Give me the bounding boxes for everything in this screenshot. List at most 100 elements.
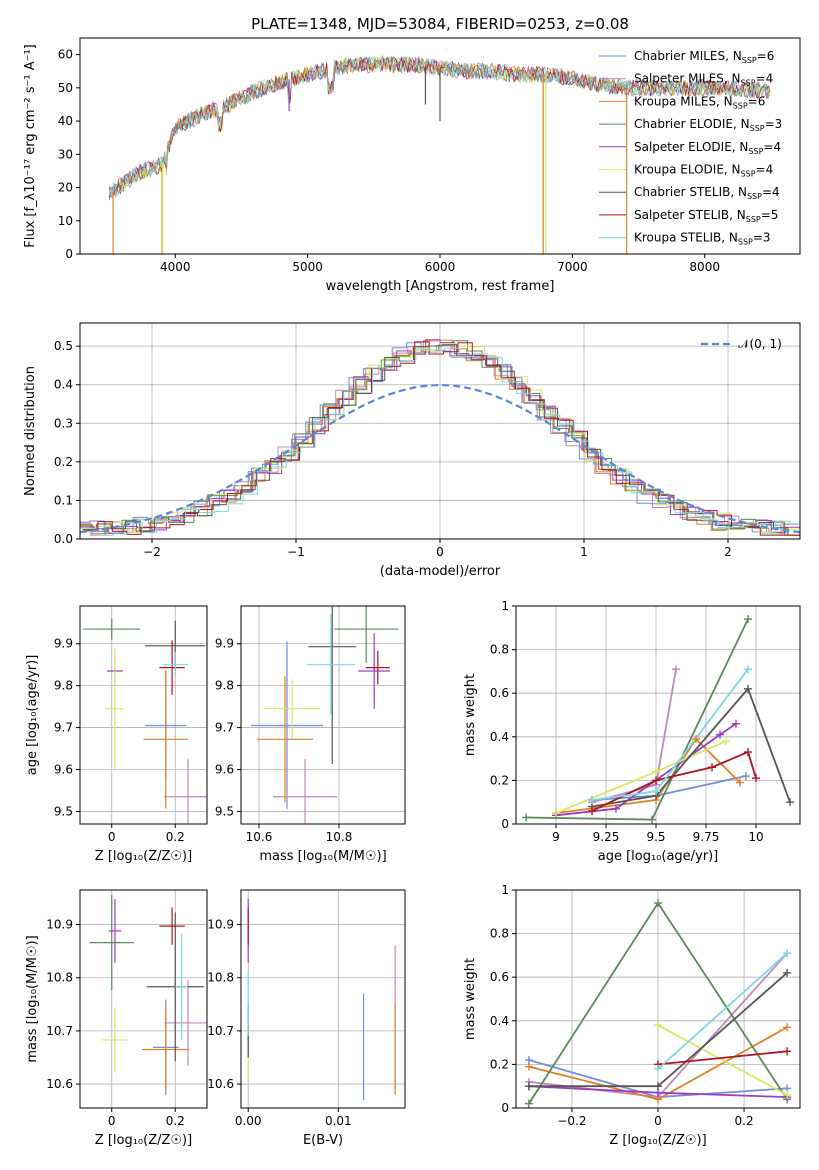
y-tick-label: 40	[58, 114, 73, 128]
histogram-1	[80, 345, 797, 536]
x-axis-label: Z [log₁₀(Z/Z☉)]	[609, 1133, 706, 1148]
y-tick-label: 30	[58, 147, 73, 161]
y-tick-label: 50	[58, 81, 73, 95]
plot-area	[89, 894, 207, 1096]
legend-subscript: SSP	[742, 56, 757, 65]
weight-line-8	[657, 952, 788, 1070]
panel-mass-vs-Z: 0 0.2 10.6 10.7 10.8 10.9 Z [log₁₀(Z/Z☉)] mass …	[25, 889, 208, 1148]
axes-frame	[79, 889, 208, 1109]
y-axis-label: mass weight	[463, 674, 478, 756]
x-tick-label: 0	[654, 1114, 662, 1128]
legend-entry: Chabrier ELODIE, NSSP=3	[634, 117, 782, 133]
y-tick-label: 0.2	[54, 455, 73, 469]
axes-frame	[79, 322, 801, 540]
y-axis-label: Flux [f_λ10⁻¹⁷ erg cm⁻² s⁻¹ A⁻¹]	[23, 44, 38, 248]
axes-frame	[515, 889, 801, 1109]
weight-line-4	[555, 722, 737, 817]
x-axis-label: mass [log₁₀(M/M☉)]	[259, 849, 386, 864]
y-tick-label: 20	[58, 181, 73, 195]
plot-area	[83, 618, 207, 824]
y-tick-label: 9.8	[215, 679, 234, 693]
y-tick-label: 0.8	[490, 927, 509, 941]
legend-subscript: SSP	[741, 170, 756, 179]
x-tick-label: 7000	[557, 260, 588, 274]
x-tick-label: 9.5	[646, 830, 665, 844]
axes-frame	[240, 889, 406, 1109]
y-tick-label: 9.7	[215, 721, 234, 735]
legend-entry: Salpeter STELIB, NSSP=5	[634, 208, 778, 224]
x-tick-label: 10.6	[246, 830, 273, 844]
y-tick-label: 0.6	[490, 970, 509, 984]
x-axis-label: wavelength [Angstrom, rest frame]	[326, 279, 555, 294]
histogram-8	[84, 347, 800, 536]
y-tick-label: 0	[65, 247, 73, 261]
histogram-4	[80, 339, 800, 534]
panel-weight-vs-Z: −0.2 0 0.2 0 0.2 0.4 0.6 0.8 1 Z [log₁₀(Z/Z☉)] mas…	[463, 883, 801, 1148]
legend-subscript: SSP	[733, 101, 748, 110]
y-tick-label: 9.5	[215, 804, 234, 818]
y-tick-label: 10.8	[207, 971, 234, 985]
panel-age-vs-Z: 0 0.2 9.5 9.6 9.7 9.8 9.9 Z [log₁₀(Z/Z☉)] age [l…	[25, 605, 208, 864]
weight-line-7	[657, 1050, 788, 1066]
y-tick-label: 9.7	[54, 721, 73, 735]
spectrum-line-2	[108, 56, 771, 195]
y-tick-label: 9.9	[54, 637, 73, 651]
histogram-5	[81, 343, 800, 536]
plot-area	[525, 618, 791, 821]
x-axis-label: age [log₁₀(age/yr)]	[598, 849, 719, 864]
y-tick-label: 0.6	[490, 686, 509, 700]
x-tick-label: 0	[108, 1114, 116, 1128]
legend-entry: Salpeter ELODIE, NSSP=4	[634, 140, 781, 156]
y-tick-label: 9.8	[54, 679, 73, 693]
panel-residuals: −2 −1 0 1 2 0.0 0.1 0.2 0.3 0.4 0.5 (data-model)/er…	[23, 322, 801, 579]
legend-subscript: SSP	[746, 215, 761, 224]
histogram-6	[82, 344, 800, 536]
y-tick-label: 10.6	[207, 1077, 234, 1091]
x-tick-label: 0.01	[325, 1114, 352, 1128]
y-axis-label: mass weight	[463, 958, 478, 1040]
spectrum-legend: Chabrier MILES, NSSP=6 Salpeter MILES, NS…	[599, 49, 782, 247]
y-tick-label: 1	[501, 599, 509, 613]
panel-spectrum: 4000 5000 6000 7000 8000 0 10 20 30 40 50 60 wavelen…	[23, 37, 801, 294]
x-axis-label: Z [log₁₀(Z/Z☉)]	[95, 849, 192, 864]
legend-value: =6	[757, 49, 775, 63]
x-tick-label: 9	[552, 830, 560, 844]
legend-entry: Chabrier STELIB, NSSP=4	[634, 185, 780, 201]
x-tick-label: 5000	[292, 260, 323, 274]
legend-entry: Chabrier MILES, NSSP=6	[634, 49, 774, 65]
x-tick-label: −0.2	[557, 1114, 586, 1128]
legend-entry: 𝒩(0, 1)	[738, 337, 782, 351]
x-tick-label: 9.75	[693, 830, 720, 844]
x-tick-label: 4000	[160, 260, 191, 274]
plot-area	[108, 54, 771, 254]
x-axis-label: Z [log₁₀(Z/Z☉)]	[95, 1133, 192, 1148]
y-tick-label: 10.7	[46, 1024, 73, 1038]
y-tick-label: 0.4	[490, 1014, 509, 1028]
y-axis-label: age [log₁₀(age/yr)]	[25, 655, 40, 776]
x-tick-label: 1	[580, 545, 588, 559]
y-tick-label: 9.6	[54, 763, 73, 777]
y-tick-label: 0.4	[490, 730, 509, 744]
y-tick-label: 1	[501, 883, 509, 897]
panel-weight-vs-age: 9 9.25 9.5 9.75 10 0 0.2 0.4 0.6 0.8 1 age [log₁₀(a…	[463, 599, 801, 864]
y-tick-label: 10.9	[46, 918, 73, 932]
y-tick-label: 0.8	[490, 643, 509, 657]
y-tick-label: 9.5	[54, 804, 73, 818]
legend-subscript: SSP	[748, 147, 763, 156]
legend-subscript: SSP	[750, 124, 765, 133]
x-tick-label: 6000	[425, 260, 456, 274]
legend-value: =4	[763, 140, 781, 154]
y-tick-label: 0	[501, 1101, 509, 1115]
legend-subscript: SSP	[747, 192, 762, 201]
legend-entry: Kroupa ELODIE, NSSP=4	[634, 163, 773, 179]
legend-value: =4	[756, 163, 774, 177]
plot-area	[251, 606, 399, 824]
y-tick-label: 10.6	[46, 1077, 73, 1091]
y-tick-label: 0.2	[490, 773, 509, 787]
y-tick-label: 0.2	[490, 1057, 509, 1071]
y-tick-label: 10.9	[207, 918, 234, 932]
legend-value: =5	[761, 208, 779, 222]
histogram-7	[83, 341, 800, 536]
x-tick-label: 10.8	[326, 830, 353, 844]
